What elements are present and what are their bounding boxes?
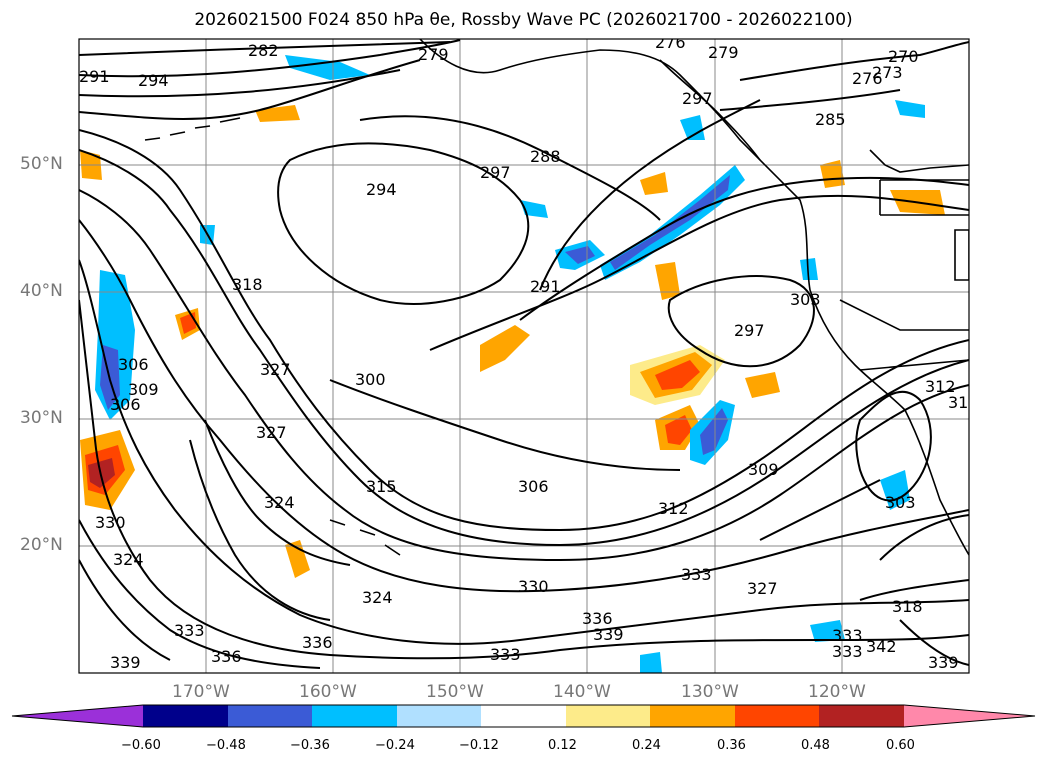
colorbar-outline <box>11 704 1036 728</box>
contour-label: 312 <box>925 377 956 396</box>
coastline <box>144 39 969 556</box>
colorbar-segment <box>397 705 481 727</box>
contour-label: 306 <box>110 395 141 414</box>
contour-label: 333 <box>490 645 521 664</box>
colorbar-tick: −0.60 <box>121 738 161 753</box>
contour-label: 333 <box>832 626 863 645</box>
colorbar-segment <box>735 705 819 727</box>
contour-label: 288 <box>530 147 561 166</box>
contour-label: 297 <box>480 163 511 182</box>
contour-label: 303 <box>885 493 916 512</box>
contour-label: 294 <box>366 180 397 199</box>
contour-label: 276 <box>655 33 686 52</box>
colorbar-tick: 0.36 <box>717 738 746 753</box>
colorbar-segment <box>819 705 904 727</box>
contour-label: 297 <box>734 321 765 340</box>
contour-label: 339 <box>928 653 959 672</box>
lon-label-120w: 120°W <box>808 682 866 702</box>
contour-label: 309 <box>748 460 779 479</box>
contour-label: 336 <box>211 647 242 666</box>
colorbar-tick: −0.36 <box>290 738 330 753</box>
map-plot-area: 282 279 276 279 270 273 276 291 294 285 … <box>79 33 979 673</box>
colorbar-segment <box>566 705 650 727</box>
contour-label: 327 <box>260 360 291 379</box>
anomaly-shading <box>80 55 945 673</box>
contour-label: 333 <box>174 621 205 640</box>
colorbar-extend-max <box>904 705 1035 727</box>
colorbar-tick: 0.48 <box>801 738 830 753</box>
contour-label: 273 <box>872 63 903 82</box>
contour-label: 276 <box>852 69 883 88</box>
lon-label-140w: 140°W <box>553 682 611 702</box>
contour-label: 333 <box>832 642 863 661</box>
contour-label: 300 <box>355 370 386 389</box>
contour-label: 315 <box>948 393 979 412</box>
contour-label: 312 <box>658 499 689 518</box>
colorbar-tick: −0.48 <box>206 738 246 753</box>
colorbar-extend-min <box>12 705 143 727</box>
colorbar-segment <box>228 705 312 727</box>
contour-label: 339 <box>110 653 141 672</box>
graticule <box>79 39 969 673</box>
contour-label: 324 <box>264 493 295 512</box>
lat-label-20n: 20°N <box>20 535 63 555</box>
contour-label: 336 <box>302 633 333 652</box>
contour-label: 297 <box>682 89 713 108</box>
lat-label-40n: 40°N <box>20 281 63 301</box>
lat-label-30n: 30°N <box>20 408 63 428</box>
colorbar <box>11 704 1036 728</box>
map-frame <box>78 38 970 674</box>
colorbar-tick: 0.12 <box>548 738 577 753</box>
colorbar-segment <box>481 705 566 727</box>
contour-label: 291 <box>530 277 561 296</box>
contour-label: 279 <box>418 45 449 64</box>
colorbar-segment <box>312 705 397 727</box>
contour-label: 291 <box>79 67 110 86</box>
contour-label: 330 <box>518 577 549 596</box>
contour-labels: 282 279 276 279 270 273 276 291 294 285 … <box>79 33 979 672</box>
contour-label: 279 <box>708 43 739 62</box>
contour-label: 285 <box>815 110 846 129</box>
contour-label: 306 <box>118 355 149 374</box>
contour-label: 327 <box>256 423 287 442</box>
contour-label: 324 <box>362 588 393 607</box>
contour-label: 303 <box>790 290 821 309</box>
contour-label: 282 <box>248 41 279 60</box>
colorbar-tick: −0.24 <box>375 738 415 753</box>
lon-label-150w: 150°W <box>426 682 484 702</box>
contour-label: 318 <box>232 275 263 294</box>
contour-label: 270 <box>888 47 919 66</box>
contour-label: 342 <box>866 637 897 656</box>
colorbar-tick: 0.60 <box>886 738 915 753</box>
contour-label: 306 <box>518 477 549 496</box>
contour-label: 330 <box>95 513 126 532</box>
colorbar-segment <box>650 705 735 727</box>
lat-label-50n: 50°N <box>20 154 63 174</box>
contour-label: 318 <box>892 597 923 616</box>
map-title: 2026021500 F024 850 hPa θe, Rossby Wave … <box>194 10 853 30</box>
contour-label: 324 <box>113 550 144 569</box>
contour-label: 309 <box>128 380 159 399</box>
colorbar-tick: 0.24 <box>632 738 661 753</box>
contour-label: 327 <box>747 579 778 598</box>
colorbar-segment <box>143 705 228 727</box>
colorbar-tick: −0.12 <box>459 738 499 753</box>
contour-label: 339 <box>593 625 624 644</box>
contour-label: 336 <box>582 609 613 628</box>
lon-label-170w: 170°W <box>172 682 230 702</box>
contour-label: 315 <box>366 477 397 496</box>
contour-label: 333 <box>681 565 712 584</box>
lon-label-130w: 130°W <box>681 682 739 702</box>
lon-label-160w: 160°W <box>299 682 357 702</box>
contour-label: 294 <box>138 71 169 90</box>
